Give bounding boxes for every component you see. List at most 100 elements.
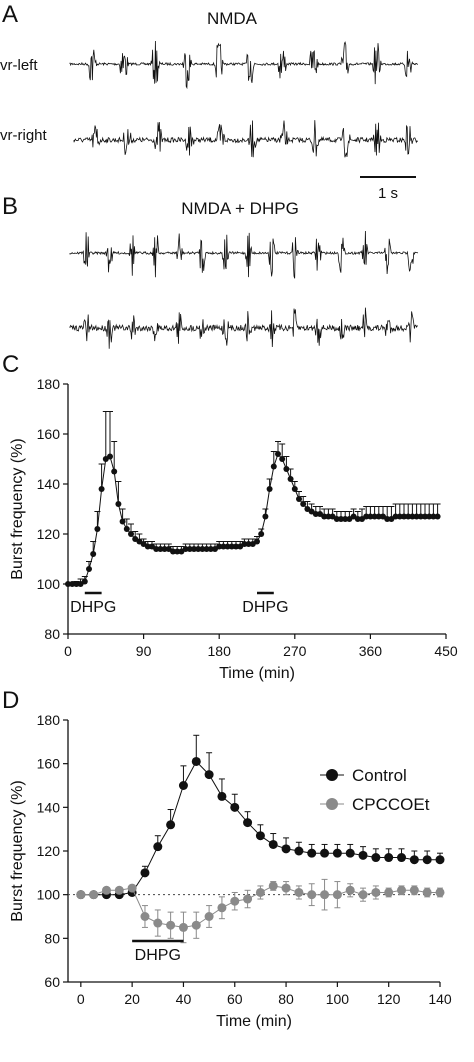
data-point <box>371 887 381 897</box>
data-point <box>76 890 86 900</box>
data-point <box>230 896 240 906</box>
y-tick-label: 140 <box>37 799 61 815</box>
data-point <box>89 890 99 900</box>
data-point <box>230 802 240 812</box>
data-point <box>270 463 277 470</box>
data-point <box>371 513 378 520</box>
panel-b-title: NMDA + DHPG <box>181 199 299 218</box>
y-tick-label: 180 <box>37 376 61 392</box>
data-point <box>170 548 176 555</box>
trace-b-bottom <box>69 307 418 349</box>
data-point <box>128 531 134 537</box>
data-point <box>345 848 355 858</box>
data-point <box>401 513 407 520</box>
data-point <box>140 868 150 878</box>
data-point <box>115 501 122 507</box>
data-point <box>228 543 235 550</box>
dhpg-label: DHPG <box>242 599 288 616</box>
x-tick-label: 100 <box>326 991 350 1007</box>
data-point <box>245 541 252 547</box>
data-point <box>178 781 188 790</box>
data-point <box>86 566 92 572</box>
data-point <box>191 546 197 552</box>
data-point <box>114 885 124 895</box>
data-point <box>363 513 370 520</box>
data-point <box>287 476 294 482</box>
data-point <box>375 513 382 520</box>
data-point <box>392 513 399 520</box>
y-tick-label: 80 <box>44 626 60 642</box>
data-point <box>320 848 330 858</box>
dhpg-label: DHPG <box>135 947 181 964</box>
data-point <box>199 546 206 552</box>
scalebar-label: 1 s <box>378 185 398 202</box>
data-point <box>90 551 97 557</box>
data-point <box>345 885 355 895</box>
data-point <box>296 496 302 502</box>
data-point <box>294 887 304 897</box>
data-point <box>153 918 163 928</box>
data-point <box>195 546 202 552</box>
x-tick-label: 60 <box>227 991 243 1007</box>
data-point <box>321 513 328 520</box>
x-tick-label: 140 <box>428 991 452 1007</box>
data-point <box>435 887 445 897</box>
y-tick-label: 120 <box>37 526 61 542</box>
trace-path <box>69 40 419 90</box>
data-point <box>255 887 265 897</box>
data-point <box>94 526 101 532</box>
data-point <box>354 516 361 522</box>
data-point <box>409 885 419 895</box>
data-point <box>281 844 291 854</box>
data-point <box>413 513 420 520</box>
y-tick-label: 120 <box>37 843 61 859</box>
y-tick-label: 100 <box>37 576 61 592</box>
data-point <box>430 513 437 520</box>
data-point <box>320 890 330 900</box>
data-point <box>65 581 71 587</box>
x-tick-label: 0 <box>77 991 85 1007</box>
y-tick-label: 160 <box>37 426 61 442</box>
data-point <box>435 855 445 865</box>
trace-b-top <box>69 230 419 279</box>
data-point <box>243 894 253 904</box>
y-tick-label: 140 <box>37 476 61 492</box>
data-point <box>101 885 111 895</box>
panel-c-letter: C <box>2 351 19 378</box>
data-point <box>127 883 137 893</box>
data-point <box>166 920 176 930</box>
data-point <box>422 855 432 865</box>
x-tick-label: 270 <box>283 643 307 659</box>
data-point <box>233 543 239 550</box>
x-tick-label: 20 <box>124 991 140 1007</box>
data-point <box>300 501 307 507</box>
data-point <box>123 526 130 532</box>
data-point <box>262 513 269 520</box>
y-tick-label: 80 <box>44 930 60 946</box>
legend-label: CPCCOEt <box>352 795 430 814</box>
data-point <box>144 543 151 550</box>
data-point <box>217 791 227 801</box>
data-point <box>69 581 76 587</box>
data-point <box>332 848 342 858</box>
data-point <box>241 541 248 547</box>
data-point <box>98 486 105 492</box>
x-tick-label: 120 <box>377 991 401 1007</box>
data-point <box>191 920 201 930</box>
trace-label-vr-right: vr-right <box>0 127 48 144</box>
data-point <box>358 890 368 900</box>
data-point <box>174 548 181 555</box>
x-tick-label: 450 <box>434 643 458 659</box>
y-axis-label: Burst frequency (%) <box>9 438 26 579</box>
data-point <box>157 546 164 552</box>
data-point <box>268 839 278 849</box>
data-point <box>281 883 291 893</box>
x-tick-label: 180 <box>208 643 232 659</box>
trace-path <box>69 307 418 349</box>
data-point <box>166 820 176 830</box>
chart-d: 60 80 100 120 140 160 180 0 20 40 60 80 100 120 140 Tim… <box>9 712 452 1030</box>
data-point <box>207 546 214 552</box>
data-point <box>384 887 394 897</box>
data-point <box>325 513 332 520</box>
